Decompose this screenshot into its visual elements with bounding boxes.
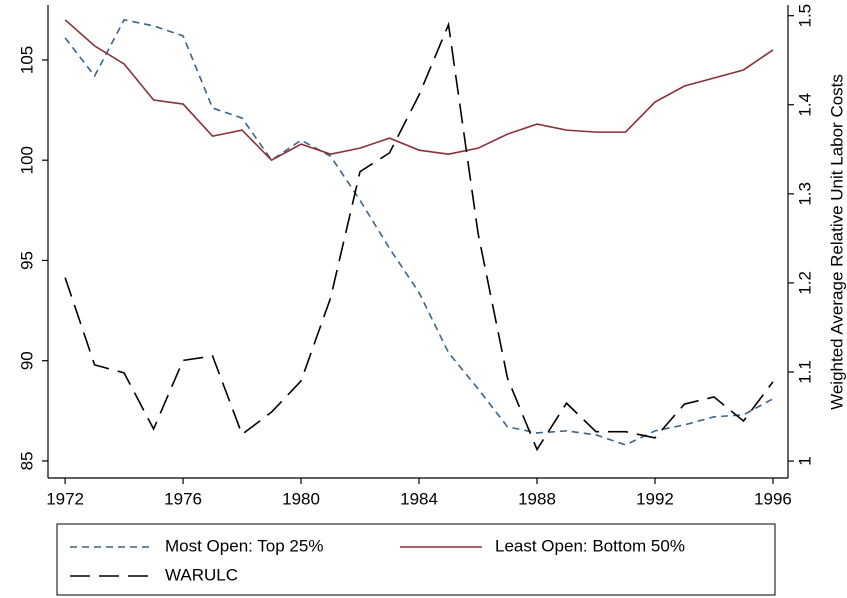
x-tick-label: 1996 [754,489,792,508]
x-tick-label: 1984 [400,489,438,508]
y-tick-label: 100 [17,146,36,174]
y2-tick-label: 1 [795,456,814,465]
y2-tick-label: 1.2 [795,271,814,295]
x-tick-label: 1992 [636,489,674,508]
y-tick-label: 85 [17,451,36,470]
y2-tick-label: 1.4 [795,93,814,117]
y2-tick-label: 1.3 [795,182,814,206]
y-tick-label: 105 [17,46,36,74]
x-tick-label: 1980 [282,489,320,508]
series-line [64,21,774,452]
x-tick-label: 1976 [164,489,202,508]
series-line [64,18,774,446]
legend-label: Least Open: Bottom 50% [495,536,685,555]
legend-box [56,523,776,596]
y-tick-label: 90 [17,351,36,370]
x-tick-label: 1988 [518,489,556,508]
y2-tick-label: 1.1 [795,360,814,384]
y2-tick-label: 1.5 [795,4,814,28]
legend-label: WARULC [165,565,238,584]
y-tick-label: 95 [17,251,36,270]
y2-axis-title: Weighted Average Relative Unit Labor Cos… [827,74,846,410]
x-tick-label: 1972 [46,489,84,508]
legend-label: Most Open: Top 25% [165,536,323,555]
series-line [64,19,774,162]
